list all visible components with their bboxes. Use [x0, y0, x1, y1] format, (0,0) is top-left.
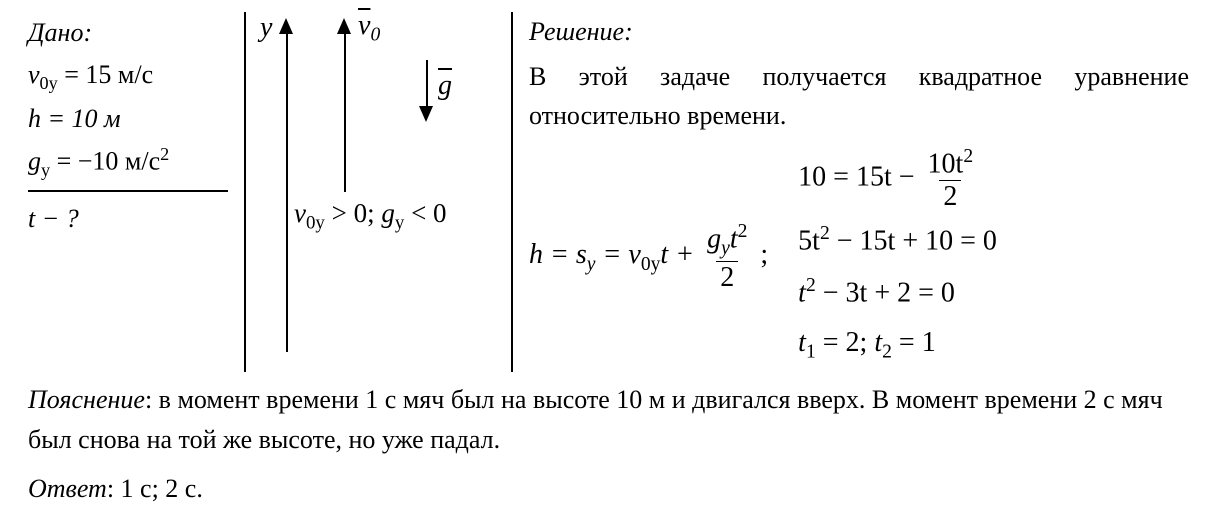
given-question: t − ?	[28, 198, 238, 240]
given-gy: gy = −10 м/с2	[28, 140, 238, 185]
three-column-layout: Дано: v0y = 15 м/с h = 10 м gy = −10 м/с…	[28, 12, 1189, 372]
diagram-condition: v0y > 0; gy < 0	[294, 198, 447, 234]
step-1: 10 = 15t − 10t22	[798, 147, 997, 211]
v0-vector-label: v0	[358, 10, 380, 47]
step-3: t2 − 3t + 2 = 0	[798, 271, 997, 314]
master-equation: h = sy = v0yt + gyt22 ;	[529, 222, 768, 292]
solution-paragraph: В этой задаче получается квадратное урав…	[529, 57, 1189, 135]
solution-column: Решение: В этой задаче получается квадра…	[513, 12, 1189, 372]
given-column: Дано: v0y = 15 м/с h = 10 м gy = −10 м/с…	[28, 12, 244, 372]
explanation-block: Пояснение: в момент времени 1 с мяч был …	[28, 380, 1189, 461]
v0-vector-shaft	[344, 32, 346, 192]
v0-vector-arrowhead-icon	[337, 18, 351, 34]
given-divider-rule	[28, 190, 228, 192]
physics-problem-page: Дано: v0y = 15 м/с h = 10 м gy = −10 м/с…	[0, 0, 1207, 513]
g-vector-arrowhead-icon	[419, 106, 433, 122]
solution-heading: Решение:	[529, 12, 1189, 51]
y-axis-shaft	[286, 32, 288, 352]
answer-block: Ответ: 1 с; 2 с.	[28, 469, 1189, 509]
given-h: h = 10 м	[28, 98, 238, 140]
y-axis-arrowhead-icon	[279, 18, 293, 34]
g-vector-label: g	[438, 70, 452, 102]
step-4: t1 = 2; t2 = 1	[798, 322, 997, 367]
g-vector-shaft	[426, 60, 428, 108]
explanation-label: Пояснение	[28, 385, 145, 414]
answer-label: Ответ	[28, 474, 107, 503]
diagram-column: y v0 g v0y > 0; gy < 0	[246, 12, 511, 372]
answer-text: : 1 с; 2 с.	[107, 474, 203, 503]
explanation-text: : в момент времени 1 с мяч был на высоте…	[28, 385, 1163, 454]
y-axis-label: y	[260, 12, 272, 44]
given-v0y: v0y = 15 м/с	[28, 54, 238, 98]
step-2: 5t2 − 15t + 10 = 0	[798, 219, 997, 262]
given-heading: Дано:	[28, 12, 238, 54]
solution-math-block: h = sy = v0yt + gyt22 ; 10 = 15t − 10t22…	[529, 147, 1189, 367]
derivation-steps: 10 = 15t − 10t22 5t2 − 15t + 10 = 0 t2 −…	[798, 147, 997, 367]
